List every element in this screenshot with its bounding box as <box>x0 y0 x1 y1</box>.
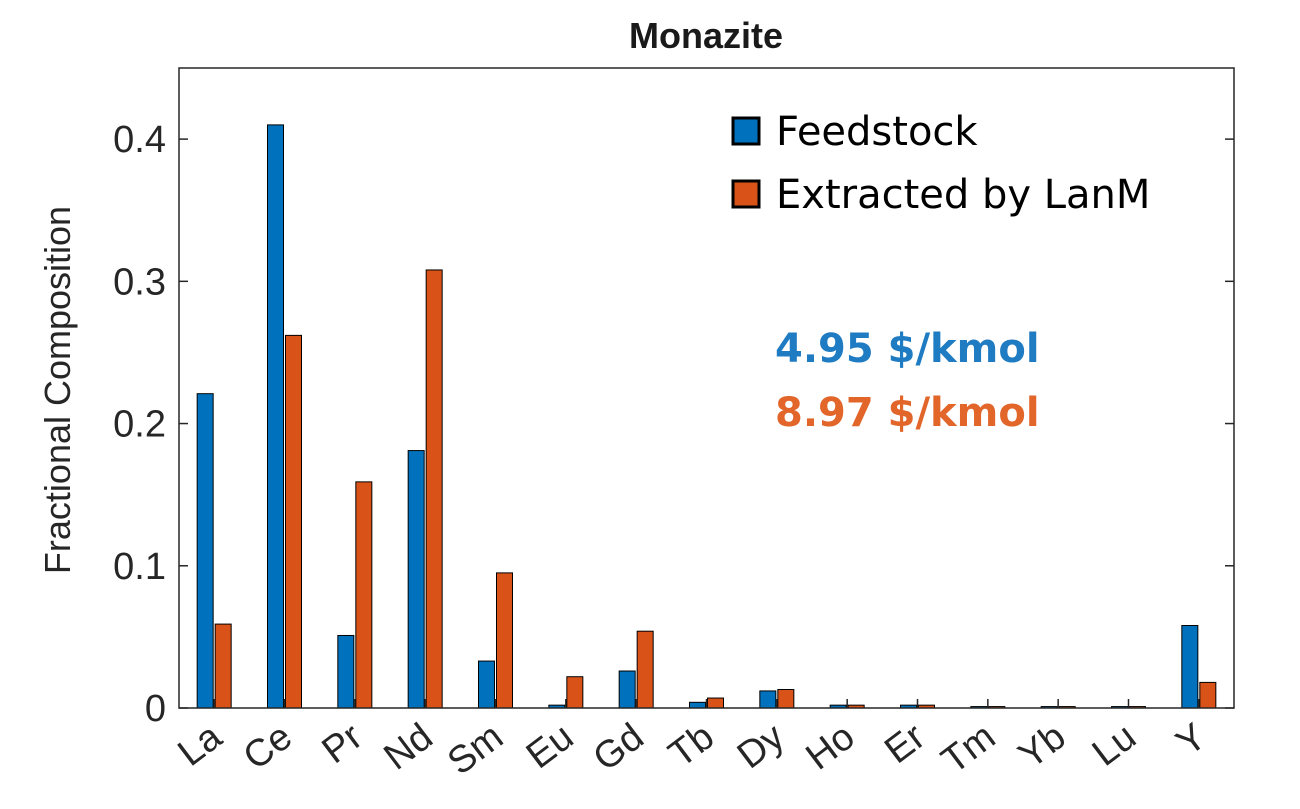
legend: Feedstock Extracted by LanM <box>731 109 1150 218</box>
y-ticks-group: 0 0.1 0.2 0.3 0.4 <box>113 119 1234 730</box>
legend-swatch-extracted <box>731 179 761 209</box>
y-tick-label: 0.3 <box>113 261 166 303</box>
bar-feedstock-la <box>196 393 214 709</box>
y-axis-label: Fractional Composition <box>37 206 78 574</box>
x-tick-label-ho: Ho <box>799 716 863 779</box>
x-tick-label-tb: Tb <box>661 716 722 776</box>
x-tick-label-gd: Gd <box>586 716 652 780</box>
x-tick-label-er: Er <box>877 715 933 772</box>
bar-feedstock-tb <box>689 701 706 709</box>
y-tick-label: 0.4 <box>113 119 166 161</box>
annotation-feedstock-cost: 4.95 $/kmol <box>775 326 1040 372</box>
bar-feedstock-pr <box>337 634 355 709</box>
x-tick-label-tm: Tm <box>934 716 1003 783</box>
bar-feedstock-dy <box>759 690 777 709</box>
bar-feedstock-sm <box>478 660 495 709</box>
bar-feedstock-nd <box>407 450 425 709</box>
plot-area-frame <box>178 67 1235 709</box>
bar-feedstock-gd <box>618 670 636 709</box>
x-tick-label-sm: Sm <box>440 716 511 784</box>
y-tick-label: 0.2 <box>113 404 166 446</box>
bars-group <box>196 124 1217 709</box>
chart-title: Monazite <box>629 15 783 56</box>
bar-feedstock-y <box>1181 625 1199 709</box>
x-tick-label-la: La <box>171 715 231 775</box>
bar-extracted-nd <box>425 269 443 709</box>
y-tick-label: 0.1 <box>113 546 166 588</box>
x-tick-label-lu: Lu <box>1085 716 1144 775</box>
bar-extracted-y <box>1199 681 1217 709</box>
bar-extracted-la <box>214 623 232 709</box>
annotation-extracted-cost: 8.97 $/kmol <box>775 390 1040 436</box>
bar-extracted-eu <box>566 676 584 709</box>
x-tick-label-ce: Ce <box>236 716 300 779</box>
bar-extracted-pr <box>355 481 373 709</box>
x-tick-label-eu: Eu <box>519 716 581 778</box>
bar-extracted-dy <box>777 689 795 709</box>
x-tick-label-dy: Dy <box>730 716 792 777</box>
legend-label-feedstock: Feedstock <box>776 109 978 155</box>
x-tick-label-nd: Nd <box>377 716 441 779</box>
bar-extracted-ce <box>285 334 302 709</box>
legend-swatch-feedstock <box>731 116 761 146</box>
y-tick-label: 0 <box>145 688 166 730</box>
legend-label-extracted: Extracted by LanM <box>776 172 1150 218</box>
x-tick-label-y: Y <box>1169 716 1215 765</box>
bar-feedstock-ce <box>267 124 284 709</box>
x-ticks-group: La Ce Pr Nd Sm Eu Gd Tb Dy Ho Er Tm Yb Lu Y <box>171 699 1215 784</box>
x-tick-label-pr: Pr <box>315 715 371 772</box>
bar-extracted-gd <box>636 630 654 709</box>
x-tick-label-yb: Yb <box>1011 716 1073 778</box>
bar-extracted-tb <box>707 697 724 709</box>
bar-extracted-sm <box>496 572 513 709</box>
